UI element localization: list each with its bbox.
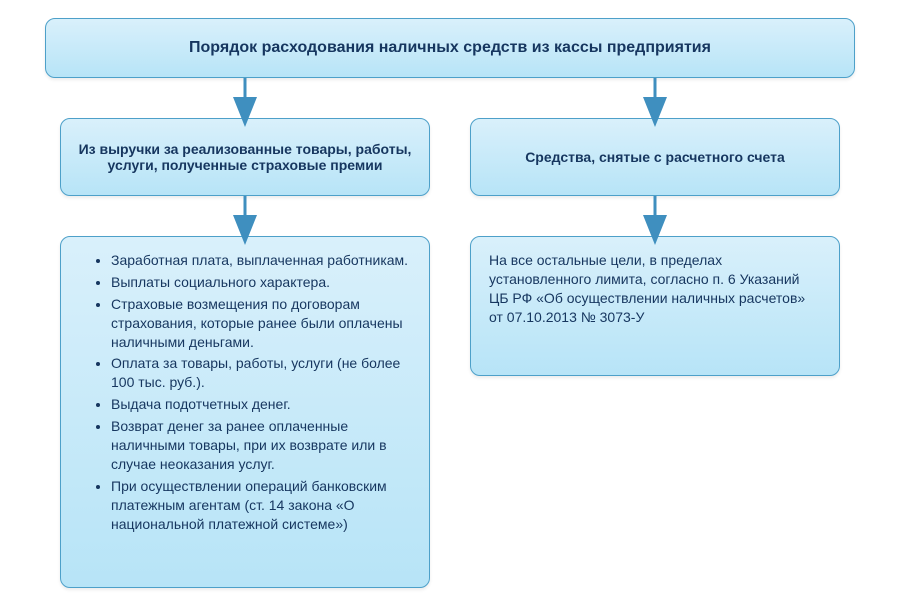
arrow-root-left <box>0 0 900 602</box>
diagram-canvas: Порядок расходования наличных средств из… <box>0 0 900 602</box>
